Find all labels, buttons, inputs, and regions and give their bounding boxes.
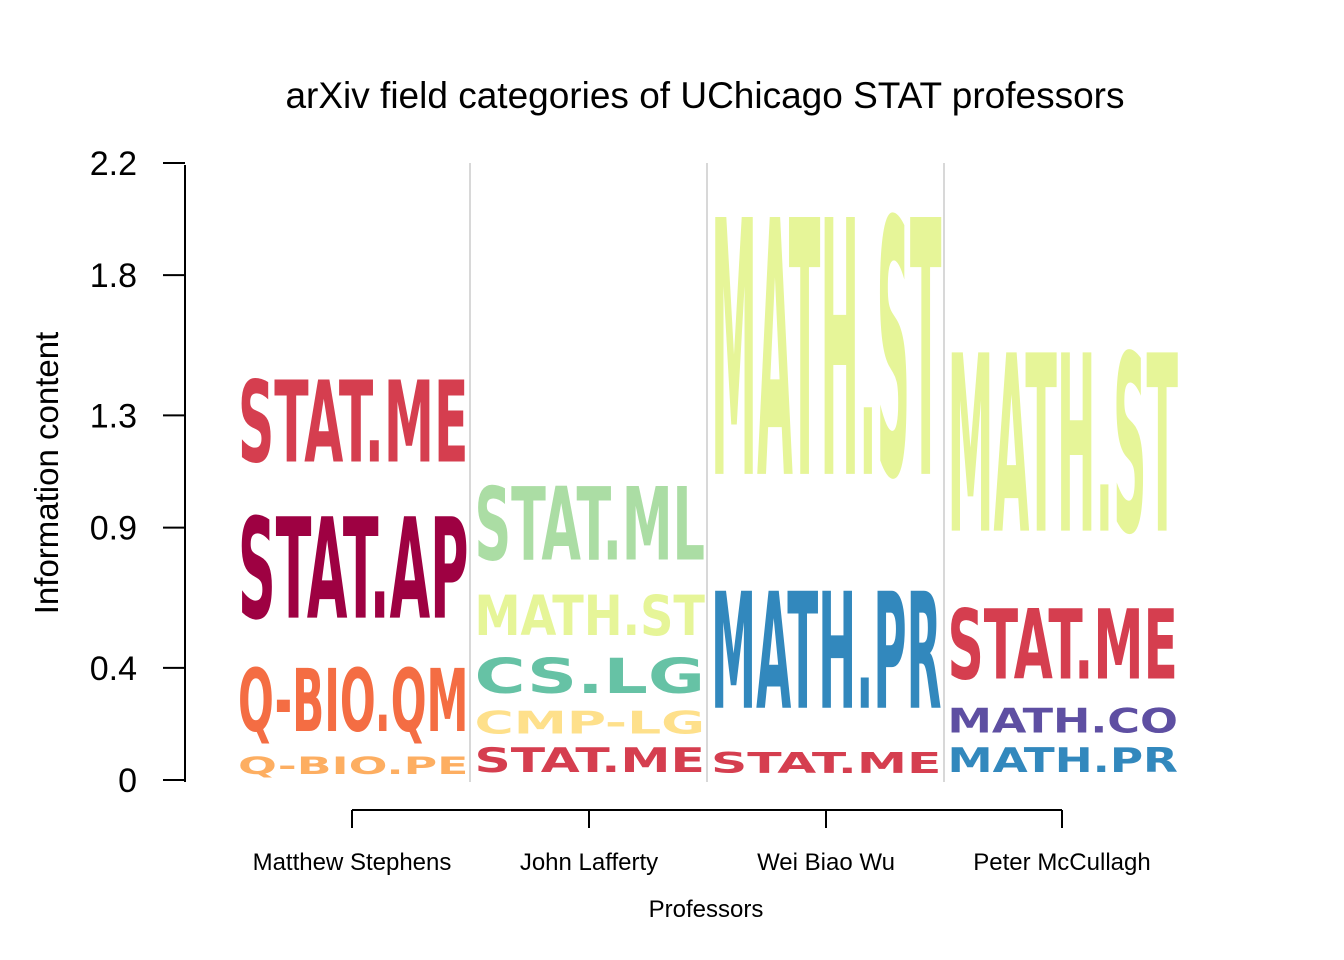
stacks-group: Q-BIO.PEQ-BIO.QMSTAT.APSTAT.MESTAT.MECMP… <box>238 148 1178 781</box>
logo-segment: CMP-LG <box>475 705 705 741</box>
x-tick-label: John Lafferty <box>520 849 658 876</box>
logo-segment: Q-BIO.QM <box>238 653 468 752</box>
logo-segment: MATH.ST <box>711 148 941 558</box>
y-tick-label: 0.9 <box>90 510 137 548</box>
y-tick-label: 1.8 <box>90 257 137 295</box>
logo-segment: STAT.AP <box>238 490 468 652</box>
x-tick-label: Wei Biao Wu <box>757 849 895 876</box>
chart-title: arXiv field categories of UChicago STAT … <box>285 75 1124 116</box>
logo-segment: STAT.ME <box>711 747 941 780</box>
logo-segment: MATH.CO <box>948 702 1178 741</box>
logo-segment: STAT.ME <box>475 741 705 780</box>
y-tick-label: 1.3 <box>90 397 137 435</box>
logo-segment: MATH.ST <box>475 584 706 648</box>
x-tick-label: Matthew Stephens <box>253 849 452 876</box>
logo-segment: Q-BIO.PE <box>238 753 468 781</box>
x-tick-label: Peter McCullagh <box>973 849 1150 876</box>
y-tick-group: 0 0.4 0.9 1.3 1.8 2.2 <box>90 145 185 800</box>
y-axis: 0 0.4 0.9 1.3 1.8 2.2 <box>90 145 186 800</box>
y-axis-label: Information content <box>28 332 65 615</box>
logo-segment: MATH.ST <box>948 304 1178 589</box>
logo-segment: STAT.ML <box>475 467 705 584</box>
logo-segment: STAT.ME <box>238 356 468 488</box>
y-tick-label: 0.4 <box>90 650 137 688</box>
y-tick-label: 2.2 <box>90 145 137 183</box>
x-tick-group: Matthew Stephens John Lafferty Wei Biao Wu… <box>253 810 1151 876</box>
column-separators <box>469 163 945 782</box>
logo-segment: MATH.PR <box>711 561 941 747</box>
x-axis: Matthew Stephens John Lafferty Wei Biao Wu… <box>253 809 1151 876</box>
y-tick-label: 0 <box>118 762 137 800</box>
logo-segment: CS.LG <box>475 649 705 705</box>
logo-segment: MATH.PR <box>948 741 1178 780</box>
logo-segment: STAT.ME <box>948 589 1178 701</box>
x-axis-label: Professors <box>649 896 764 923</box>
